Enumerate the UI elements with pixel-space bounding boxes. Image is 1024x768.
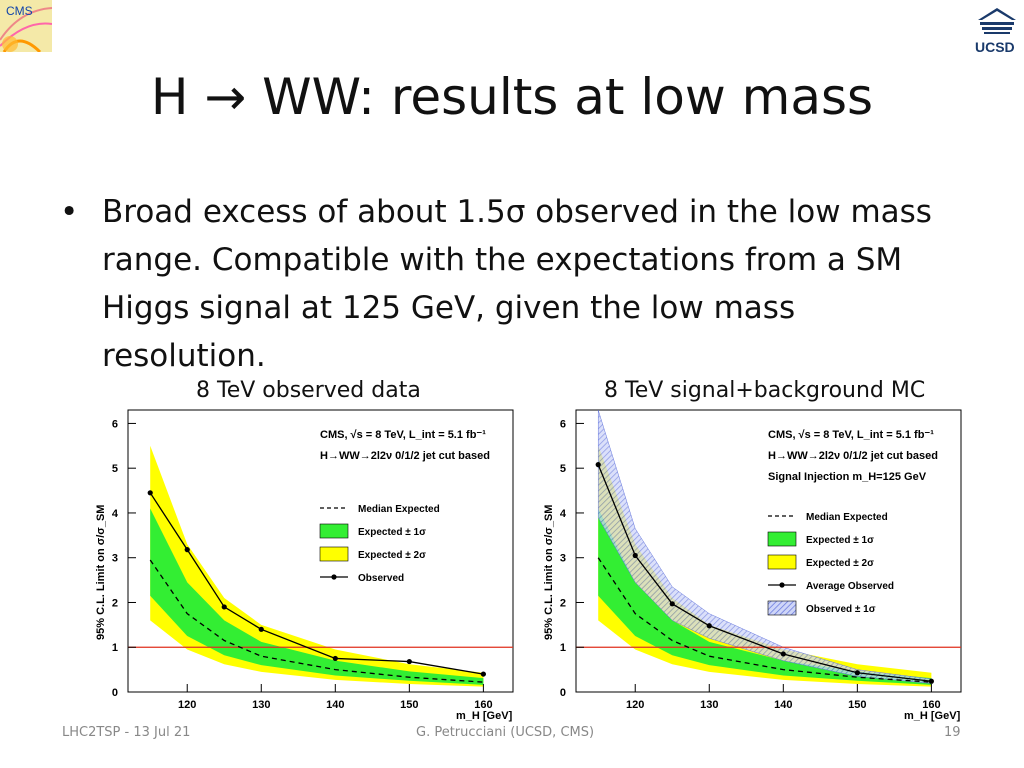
plot-right-ylabel: 95% C.L. Limit on σ/σ_SM: [543, 505, 555, 640]
band-expected-1-: [150, 508, 484, 685]
y-tick-label: 0: [560, 687, 566, 699]
bullet-item: • Broad excess of about 1.5σ observed in…: [60, 188, 940, 380]
y-tick-label: 1: [560, 642, 566, 654]
observed-point: [221, 604, 227, 610]
annotation-text: CMS, √s = 8 TeV, L_int = 5.1 fb⁻¹: [768, 429, 934, 441]
legend-label: Observed ± 1σ: [806, 604, 876, 615]
observed-point: [632, 552, 638, 559]
caption-left: 8 TeV observed data: [196, 378, 421, 403]
y-tick-label: 2: [560, 597, 566, 609]
x-tick-label: 120: [626, 699, 644, 711]
cms-logo: CMS: [0, 0, 53, 54]
legend-label: Median Expected: [358, 504, 440, 515]
plot-left: 95% C.L. Limit on σ/σ_SM 0 1 2 3 4 5 6 120 130 14…: [95, 409, 514, 722]
observed-point: [147, 490, 153, 496]
slide-title: H → WW: results at low mass: [150, 68, 874, 126]
page-number: 19: [944, 725, 961, 740]
legend-label: Expected ± 2σ: [358, 550, 426, 561]
y-tick-label: 4: [560, 508, 567, 520]
footer-center: G. Petrucciani (UCSD, CMS): [416, 725, 595, 740]
x-tick-label: 150: [848, 699, 866, 711]
x-tick-label: 130: [252, 699, 270, 711]
x-tick-label: 130: [700, 699, 718, 711]
x-tick-label: 160: [474, 699, 492, 711]
x-tick-label: 150: [400, 699, 418, 711]
legend-label: Expected ± 1σ: [806, 535, 874, 546]
bullet-text: Broad excess of about 1.5σ observed in t…: [102, 194, 932, 374]
xlabel-left: m_H [GeV]: [456, 710, 513, 722]
legend-swatch: [319, 546, 349, 562]
bullet-dot-icon: •: [60, 194, 79, 230]
annotation-text: Signal Injection m_H=125 GeV: [768, 471, 927, 483]
x-tick-label: 140: [326, 699, 344, 711]
observed-point: [480, 671, 486, 677]
observed-point: [669, 601, 675, 607]
observed-point: [780, 651, 786, 657]
legend-marker: [331, 574, 337, 580]
observed-point: [854, 670, 860, 676]
legend-label: Average Observed: [806, 581, 894, 592]
footer-left: LHC2TSP - 13 Jul 21: [62, 725, 191, 740]
y-tick-label: 0: [112, 687, 118, 699]
annotation-text: H→WW→2l2ν 0/1/2 jet cut based: [320, 450, 490, 462]
plot-left-ylabel: 95% C.L. Limit on σ/σ_SM: [95, 505, 107, 640]
observed-point: [706, 623, 712, 629]
legend-swatch: [767, 531, 797, 547]
annotation-text: H→WW→2l2ν 0/1/2 jet cut based: [768, 450, 938, 462]
observed-point: [332, 655, 338, 662]
observed-point: [258, 626, 264, 632]
y-tick-label: 3: [560, 553, 566, 565]
observed-point: [928, 678, 934, 684]
caption-right: 8 TeV signal+background MC: [604, 378, 926, 403]
y-tick-label: 3: [112, 553, 118, 565]
plot-right: 95% C.L. Limit on σ/σ_SM 0 1 2 3 4 5 6 120 130 14…: [543, 409, 962, 722]
xlabel-right: m_H [GeV]: [904, 710, 961, 722]
plot-left-area: 0 1 2 3 4 5 6 120 130 140 150 160 CMS, √s = 8 TeV, L…: [112, 409, 514, 711]
y-tick-label: 5: [560, 463, 566, 475]
ucsd-logo: UCSD: [972, 2, 1022, 56]
x-tick-label: 140: [774, 699, 792, 711]
y-tick-label: 4: [112, 508, 119, 520]
plot-right-area: 0 1 2 3 4 5 6 120 130 140 150 160 CMS, √s = 8 TeV, L…: [560, 409, 962, 711]
legend-swatch: [767, 600, 797, 616]
legend-swatch: [319, 523, 349, 539]
series-line-median-expected: [149, 559, 484, 683]
y-tick-label: 1: [112, 642, 118, 654]
x-tick-label: 160: [922, 699, 940, 711]
cms-logo-text: CMS: [6, 4, 33, 18]
observed-point: [595, 462, 601, 468]
legend-marker: [779, 582, 785, 588]
annotation-text: CMS, √s = 8 TeV, L_int = 5.1 fb⁻¹: [320, 429, 486, 441]
y-tick-label: 5: [112, 463, 118, 475]
observed-point: [406, 658, 412, 665]
band-expected-1-: [598, 508, 932, 685]
y-tick-label: 6: [560, 418, 566, 430]
legend-label: Expected ± 2σ: [806, 558, 874, 569]
legend-label: Median Expected: [806, 512, 888, 523]
legend-swatch: [767, 554, 797, 570]
observed-point: [184, 547, 190, 553]
x-tick-label: 120: [178, 699, 196, 711]
ucsd-logo-text: UCSD: [975, 39, 1015, 55]
legend-label: Expected ± 1σ: [358, 527, 426, 538]
ylabel-left: 95% C.L. Limit on σ/σ_SM: [95, 505, 107, 640]
series-line-median-expected: [597, 557, 932, 683]
legend-label: Observed: [358, 573, 404, 584]
y-tick-label: 6: [112, 418, 118, 430]
y-tick-label: 2: [112, 597, 118, 609]
ylabel-right: 95% C.L. Limit on σ/σ_SM: [543, 505, 555, 640]
